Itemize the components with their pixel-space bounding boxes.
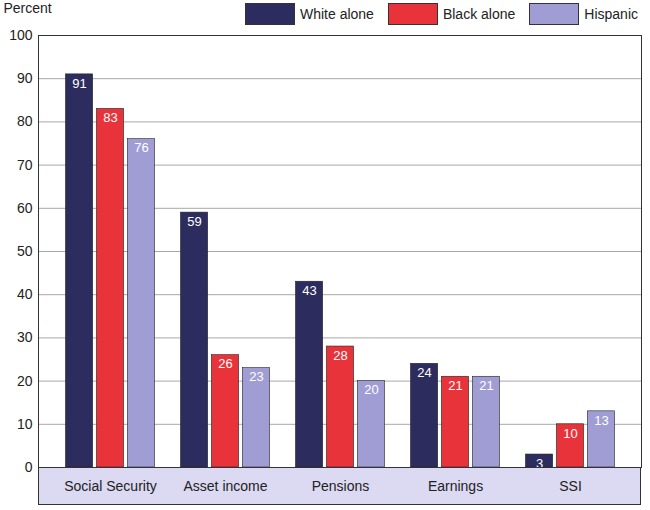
svg-text:50: 50 <box>17 243 33 259</box>
svg-text:SSI: SSI <box>559 478 582 494</box>
svg-text:59: 59 <box>187 214 201 229</box>
svg-text:10: 10 <box>563 426 577 441</box>
svg-text:30: 30 <box>17 329 33 345</box>
html-text:Black alone: Black alone <box>442 6 516 22</box>
svg-text:43: 43 <box>302 283 316 298</box>
svg-text:20: 20 <box>17 373 33 389</box>
svg-text:70: 70 <box>17 157 33 173</box>
svg-text:10: 10 <box>17 416 33 432</box>
svg-text:91: 91 <box>72 76 86 91</box>
svg-text:13: 13 <box>594 413 608 428</box>
svg-text:80: 80 <box>17 113 33 129</box>
html-text:Hispanic: Hispanic <box>584 6 638 22</box>
svg-text:83: 83 <box>103 110 117 125</box>
svg-text:Percent: Percent <box>4 0 52 16</box>
svg-text:Social Security: Social Security <box>64 478 157 494</box>
svg-text:40: 40 <box>17 286 33 302</box>
svg-text:Asset income: Asset income <box>183 478 267 494</box>
svg-text:3: 3 <box>536 456 543 471</box>
svg-text:90: 90 <box>17 70 33 86</box>
svg-text:100: 100 <box>9 27 33 43</box>
svg-text:21: 21 <box>479 378 493 393</box>
svg-text:23: 23 <box>249 369 263 384</box>
svg-text:21: 21 <box>448 378 462 393</box>
svg-text:60: 60 <box>17 200 33 216</box>
svg-text:76: 76 <box>134 140 148 155</box>
svg-text:26: 26 <box>218 356 232 371</box>
svg-text:28: 28 <box>333 348 347 363</box>
svg-text:Earnings: Earnings <box>428 478 483 494</box>
svg-text:20: 20 <box>364 382 378 397</box>
svg-text:0: 0 <box>25 459 33 475</box>
svg-text:24: 24 <box>417 365 431 380</box>
html-text:White alone: White alone <box>300 6 374 22</box>
svg-text:Pensions: Pensions <box>312 478 370 494</box>
